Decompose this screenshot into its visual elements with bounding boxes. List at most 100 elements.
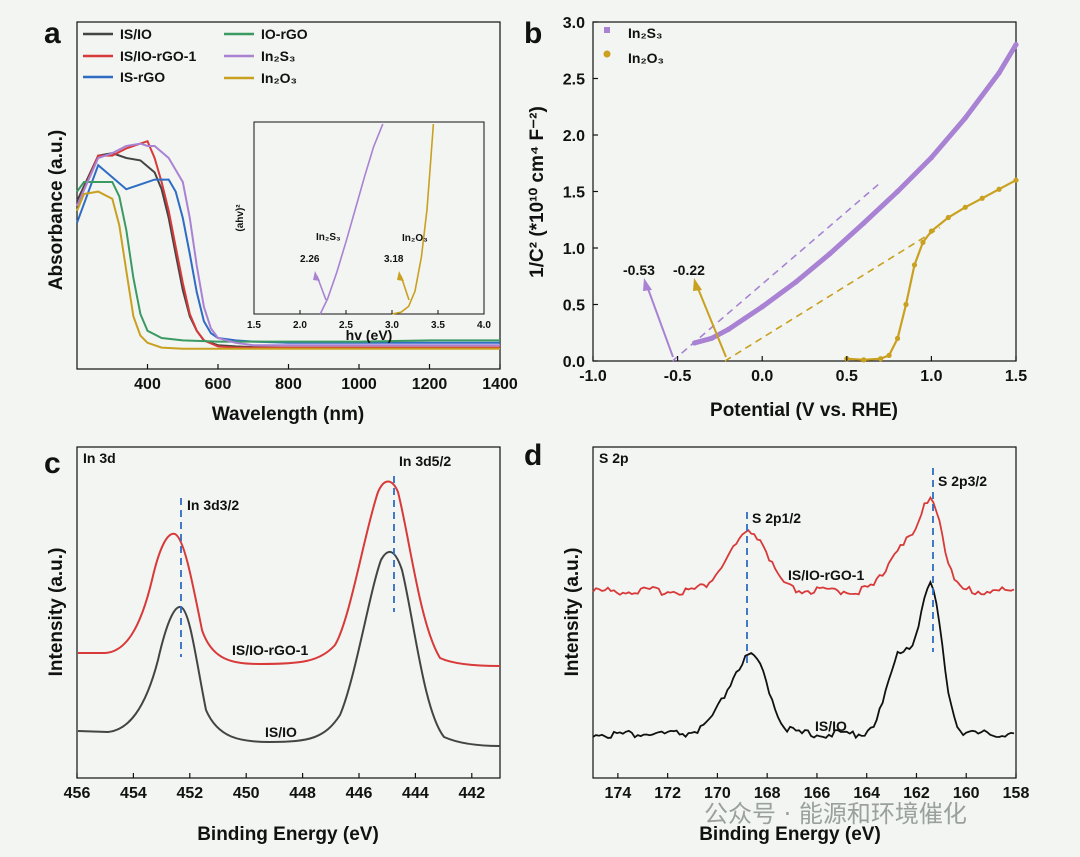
point-in2o3-10	[962, 204, 968, 210]
a-xtick-label-1400: 1400	[482, 376, 518, 393]
point-in2o3-13	[1013, 177, 1019, 183]
a-xtick-label-600: 600	[205, 376, 232, 393]
series-is-io-rgo-1-a	[76, 139, 500, 349]
d-xtick-label-164: 164	[853, 785, 880, 802]
inset-value-in2s3: 2.26	[300, 254, 320, 265]
legend-label-in2s3-b: In₂S₃	[628, 25, 662, 41]
panel-title-c: In 3d	[83, 450, 116, 466]
x-ticks-d: 174 172 170 168 166 164 162 160 158	[605, 773, 1030, 802]
panel-a: a 400 600 800 1000 1200 1400 Wavelength (nm) …	[44, 17, 518, 425]
y-axis-label-d: Intensity (a.u.)	[562, 548, 583, 677]
point-in2o3-1	[861, 357, 867, 363]
point-in2o3-11	[979, 195, 985, 201]
legend-label-is-rgo: IS-rGO	[120, 69, 165, 85]
curve-label-is-io-rgo-1-d: IS/IO-rGO-1	[788, 567, 864, 583]
point-in2s3-1	[708, 335, 715, 341]
b-ytick-label-2-0: 2.0	[563, 128, 585, 145]
d-xtick-label-166: 166	[804, 785, 831, 802]
panel-c: c In 3d In 3d3/2 In 3d5/2 IS/IO-rGO-1 IS…	[44, 446, 501, 845]
d-xtick-label-160: 160	[953, 785, 980, 802]
b-ytick-label-3-0: 3.0	[563, 15, 585, 32]
b-xtick-label-0-0: 0.0	[751, 368, 773, 385]
panel-label-c: c	[44, 447, 61, 480]
x-axis-label-a: Wavelength (nm)	[212, 404, 364, 425]
x-ticks-c: 456 454 452 450 448 446 444 442	[64, 773, 485, 802]
annotation-in3d52: In 3d5/2	[399, 453, 451, 469]
a-xtick-label-1000: 1000	[341, 376, 377, 393]
y-axis-label-c: Intensity (a.u.)	[46, 548, 67, 677]
c-xtick-label-454: 454	[120, 785, 147, 802]
point-in2o3-7	[920, 239, 926, 245]
arrow-in2o3-b	[696, 285, 727, 358]
panel-d: d S 2p S 2p1/2 S 2p3/2 IS/IO-rGO-1 IS/IO…	[524, 439, 1029, 845]
d-xtick-label-168: 168	[754, 785, 781, 802]
curve-label-is-io-d: IS/IO	[815, 718, 847, 734]
point-in2s3-9	[928, 155, 935, 161]
x-axis-label-c: Binding Energy (eV)	[197, 824, 379, 845]
c-xtick-label-456: 456	[64, 785, 91, 802]
b-xtick-label-1-0: 1.0	[920, 368, 942, 385]
point-in2o3-8	[928, 228, 935, 234]
inset-xtick-label-2-5: 2.5	[339, 320, 353, 331]
arrowhead-in2o3-b	[693, 278, 702, 291]
curve-label-is-io-rgo-1-c: IS/IO-rGO-1	[232, 642, 308, 658]
point-in2o3-5	[903, 301, 909, 308]
point-in2s3-0	[691, 340, 698, 346]
x-axis-label-d: Binding Energy (eV)	[699, 824, 881, 845]
point-in2s3-2	[725, 326, 731, 332]
b-xtick-label-0-5: -0.5	[664, 368, 692, 385]
fit-line-in2o3	[724, 226, 941, 362]
c-xtick-label-450: 450	[233, 785, 260, 802]
legend-label-in2o3: In₂O₃	[261, 70, 297, 86]
inset-xtick-label-2-0: 2.0	[293, 320, 307, 331]
c-xtick-label-448: 448	[289, 785, 316, 802]
inset-xtick-label-3-5: 3.5	[431, 320, 445, 331]
panel-label-a: a	[44, 17, 61, 50]
plot-frame-d	[592, 446, 1017, 779]
inset-label-in2s3: In₂S₃	[316, 232, 341, 243]
point-in2s3-5	[793, 279, 799, 285]
point-in2o3-2	[878, 356, 884, 362]
a-xtick-label-800: 800	[275, 376, 302, 393]
b-ytick-label-1-5: 1.5	[563, 185, 585, 202]
point-in2s3-3	[742, 315, 748, 321]
series-group-b	[672, 42, 1019, 363]
inset-xtick-label-3-0: 3.0	[385, 320, 399, 331]
d-xtick-label-170: 170	[704, 785, 731, 802]
annotation-s2p32: S 2p3/2	[938, 473, 987, 489]
inset-series-group	[319, 123, 435, 315]
inset-xtick-label-1-5: 1.5	[247, 320, 261, 331]
inset-frame	[253, 121, 485, 315]
point-in2s3-8	[894, 188, 901, 195]
point-in2o3-4	[894, 335, 901, 341]
point-in2s3-12	[1013, 42, 1019, 48]
c-xtick-label-446: 446	[346, 785, 373, 802]
inset-x-label: hv (eV)	[346, 327, 393, 343]
plot-frame-c	[76, 446, 501, 779]
c-xtick-label-442: 442	[458, 785, 485, 802]
b-xtick-label-0-5: 0.5	[836, 368, 858, 385]
b-xtick-label-1-5: 1.5	[1005, 368, 1027, 385]
legend-label-io-rgo: IO-rGO	[261, 26, 308, 42]
inset-x-ticks: 1.5 2.0 2.5 3.0 3.5 4.0	[247, 310, 491, 331]
c-xtick-label-452: 452	[176, 785, 203, 802]
point-in2s3-7	[861, 220, 867, 226]
b-xtick-label-1-0: -1.0	[579, 368, 607, 385]
d-xtick-label-172: 172	[654, 785, 681, 802]
point-in2s3-11	[996, 70, 1002, 76]
ticks-b: -1.0 -0.5 0.0 0.5 1.0 1.5 0.0 0.5 1.0 1.5 2.0 2.5 3.…	[563, 15, 1027, 385]
point-in2o3-12	[996, 186, 1002, 192]
series-is-io-d	[592, 579, 1015, 740]
d-xtick-label-162: 162	[903, 785, 930, 802]
curve-label-is-io-c: IS/IO	[265, 724, 297, 740]
panel-label-b: b	[524, 17, 542, 50]
arrow-in2s3-b	[646, 285, 674, 358]
legend-label-in2o3-b: In₂O₃	[628, 50, 664, 66]
watermark: 公众号 · 能源和环境催化	[704, 800, 967, 828]
d-xtick-label-158: 158	[1003, 785, 1030, 802]
inset-series-in2s3	[319, 123, 384, 315]
series-io-rgo-a	[76, 181, 500, 343]
series-in2s3-a	[76, 142, 500, 347]
annotation-flatband-in2s3: -0.53	[623, 262, 655, 278]
